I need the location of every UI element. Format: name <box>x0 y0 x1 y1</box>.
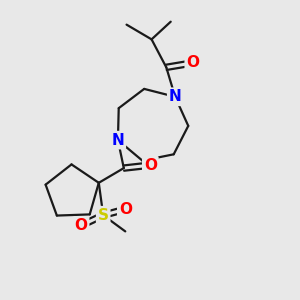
Text: N: N <box>169 89 182 104</box>
Text: O: O <box>144 158 157 172</box>
Text: O: O <box>186 56 199 70</box>
Text: O: O <box>119 202 132 217</box>
Text: S: S <box>98 208 109 223</box>
Text: O: O <box>75 218 88 233</box>
Text: N: N <box>112 133 124 148</box>
